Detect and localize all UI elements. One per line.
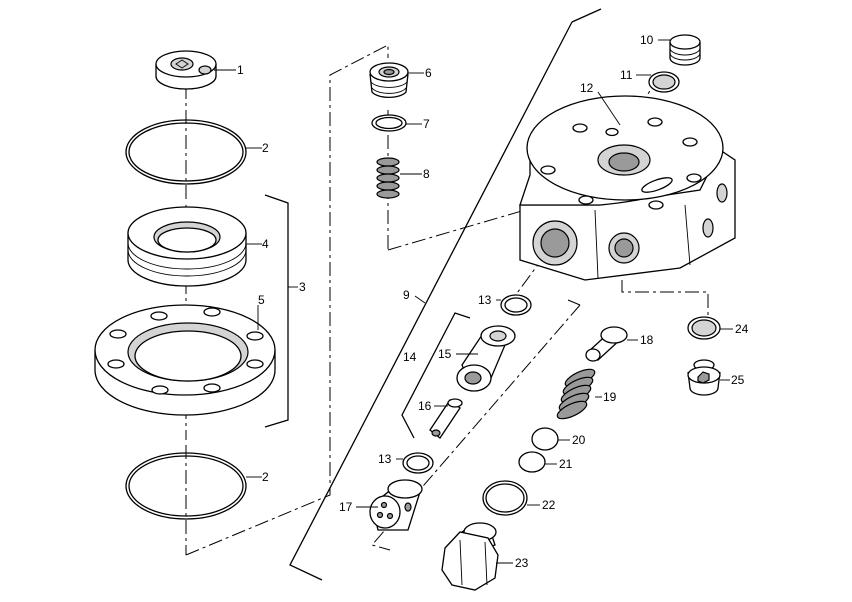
part-13-oring-bottom (402, 452, 434, 474)
callout-1: 1 (237, 63, 244, 77)
callout-9: 9 (403, 288, 410, 302)
callout-20: 20 (572, 433, 586, 447)
part-22-oring (482, 480, 528, 516)
callout-16: 16 (418, 399, 432, 413)
callout-15: 15 (438, 347, 452, 361)
part-17-sleeve (369, 479, 423, 531)
part-20-oring (531, 427, 559, 451)
part-6-valve-seat (369, 62, 409, 98)
callout-24: 24 (735, 322, 749, 336)
part-1-cap (155, 50, 217, 90)
callout-5: 5 (258, 293, 265, 307)
callout-19: 19 (603, 390, 617, 404)
callout-2-top: 2 (262, 141, 269, 155)
part-23-hex-plug (441, 522, 499, 591)
callout-25: 25 (731, 373, 745, 387)
part-7-washer (371, 114, 407, 132)
part-12-housing (519, 95, 736, 281)
part-16-pin (429, 398, 463, 439)
part-2-oring-top (125, 119, 247, 185)
callout-4: 4 (262, 237, 269, 251)
callout-13-top: 13 (478, 293, 492, 307)
callout-3: 3 (299, 280, 306, 294)
part-19-spring (556, 368, 596, 420)
callout-17: 17 (339, 500, 353, 514)
part-18-pin (585, 326, 628, 362)
part-4-seal-ring (127, 206, 247, 287)
callout-10: 10 (640, 33, 654, 47)
part-5-flange (94, 304, 276, 416)
callout-13-bottom: 13 (378, 452, 392, 466)
part-15-piston (456, 325, 516, 392)
bracket-14 (401, 312, 471, 439)
callout-23: 23 (515, 556, 529, 570)
callout-21: 21 (559, 457, 573, 471)
leader-lines (214, 39, 733, 564)
bracket-3 (264, 194, 289, 428)
callout-11: 11 (620, 68, 633, 82)
part-13-oring-top (500, 294, 532, 316)
part-2-oring-bottom (125, 452, 247, 520)
callout-12: 12 (580, 81, 594, 95)
callout-labels: 1 2 2 3 4 5 6 7 8 9 10 11 12 13 13 14 15… (237, 33, 749, 570)
part-25-socket-plug (687, 359, 721, 396)
panel-outline (289, 8, 602, 581)
callout-14: 14 (403, 350, 417, 364)
part-21-oring (518, 451, 546, 473)
part-24-ring (687, 316, 721, 340)
callout-7: 7 (423, 117, 430, 131)
part-10-plug (669, 34, 701, 66)
callout-22: 22 (542, 498, 556, 512)
callout-18: 18 (640, 333, 654, 347)
part-11-ring (648, 71, 680, 93)
callout-6: 6 (425, 66, 432, 80)
callout-8: 8 (423, 167, 430, 181)
part-8-spring (376, 157, 400, 199)
callout-2-bottom: 2 (262, 470, 269, 484)
